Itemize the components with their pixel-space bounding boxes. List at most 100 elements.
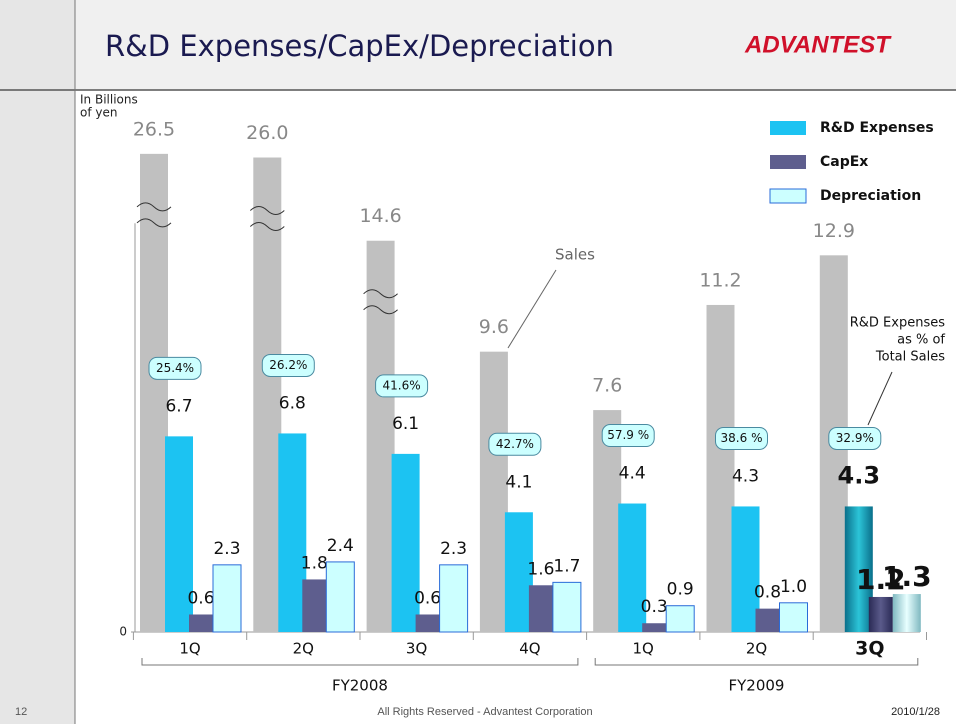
bar <box>844 506 873 632</box>
y-tick-label: 0 <box>119 625 127 639</box>
y-axis-label: In Billions <box>80 93 138 107</box>
ratio-annotation: as % of <box>897 333 945 348</box>
value-label: 26.5 <box>133 118 175 140</box>
bar <box>391 453 420 632</box>
header-band <box>75 0 956 90</box>
axis-break <box>363 289 398 299</box>
sales-annotation: Sales <box>555 246 595 264</box>
ratio-label: 25.4% <box>156 361 194 375</box>
value-label: 0.6 <box>187 588 214 608</box>
bar <box>439 564 469 633</box>
value-label: 6.8 <box>279 393 306 413</box>
x-tick-label: 1Q <box>179 640 200 658</box>
logo: ADVANTEST <box>744 31 892 58</box>
bar <box>642 623 667 632</box>
axis-break <box>136 202 172 212</box>
bar <box>302 579 327 632</box>
legend-label: Depreciation <box>820 188 921 204</box>
x-tick-label: 2Q <box>746 640 767 658</box>
bar <box>779 602 808 633</box>
annotation-line <box>507 269 557 349</box>
value-label: 6.7 <box>165 396 192 416</box>
value-label: 0.3 <box>641 597 668 617</box>
legend-label: CapEx <box>820 154 868 170</box>
value-label: 2.3 <box>213 539 240 559</box>
ratio-label: 26.2% <box>269 358 307 372</box>
value-label: 6.1 <box>392 414 419 434</box>
ratio-box <box>375 374 429 398</box>
x-tick-label: 3Q <box>406 640 427 658</box>
bar <box>593 410 622 632</box>
bar <box>140 153 168 632</box>
axis-break <box>249 222 285 231</box>
group-label: FY2008 <box>332 677 388 695</box>
y-axis-label: of yen <box>80 106 117 120</box>
ratio-annotation: Total Sales <box>875 350 945 365</box>
ratio-label: 57.9 % <box>607 428 649 442</box>
ratio-box <box>828 426 882 450</box>
value-label: 0.8 <box>754 583 781 603</box>
value-label: 1.0 <box>780 577 807 597</box>
ratio-box <box>148 356 202 380</box>
value-label: 2.3 <box>440 539 467 559</box>
bar <box>528 585 553 632</box>
side-band <box>0 0 75 724</box>
ratio-label: 42.7% <box>496 437 534 451</box>
axis-break <box>363 305 398 315</box>
ratio-annotation: R&D Expenses <box>850 316 945 331</box>
ratio-label: 38.6 % <box>721 431 763 445</box>
value-label: 1.3 <box>882 560 932 593</box>
bar <box>504 512 533 632</box>
value-label: 1.7 <box>553 556 580 576</box>
value-label: 7.6 <box>592 375 622 397</box>
bar <box>892 594 921 632</box>
bar <box>665 605 695 633</box>
value-label: 26.0 <box>246 122 288 144</box>
x-tick-label: 1Q <box>633 640 654 658</box>
group-bracket <box>594 658 919 666</box>
value-label: 9.6 <box>479 316 509 338</box>
bar <box>253 157 282 632</box>
legend-swatch <box>769 188 807 204</box>
value-label: 1.8 <box>301 553 328 573</box>
legend-label: R&D Expenses <box>820 120 934 136</box>
page-number: 12 <box>15 706 27 718</box>
legend-swatch <box>770 155 806 169</box>
slide-title: R&D Expenses/CapEx/Depreciation <box>105 29 614 63</box>
x-tick-label: 4Q <box>519 640 540 658</box>
value-label: 2.4 <box>327 536 354 556</box>
bar <box>165 436 193 632</box>
value-label: 1.6 <box>527 559 554 579</box>
axis-break <box>249 206 285 215</box>
bar <box>366 240 395 632</box>
annotation-line <box>867 371 893 426</box>
bar <box>325 561 355 633</box>
value-label: 11.2 <box>699 269 741 291</box>
ratio-box <box>601 424 655 448</box>
axis-break <box>136 218 172 228</box>
x-tick-label: 3Q <box>855 638 884 660</box>
bar <box>618 503 647 632</box>
x-tick-label: 2Q <box>293 640 314 658</box>
value-label: 1.2 <box>856 563 906 596</box>
ratio-box <box>488 432 542 456</box>
bar <box>868 596 893 632</box>
bar <box>552 581 582 633</box>
ratio-label: 41.6% <box>383 378 421 392</box>
bar <box>706 304 735 632</box>
value-label: 4.1 <box>505 472 532 492</box>
date: 2010/1/28 <box>891 706 940 718</box>
copyright: All Rights Reserved - Advantest Corporat… <box>377 706 592 718</box>
ratio-box <box>261 353 315 377</box>
legend-swatch <box>770 121 806 135</box>
bar <box>278 433 307 632</box>
ratio-label: 32.9% <box>836 431 874 445</box>
bar <box>479 351 508 632</box>
bar <box>731 506 760 632</box>
value-label: 0.6 <box>414 588 441 608</box>
value-label: 14.6 <box>359 205 401 227</box>
bar <box>189 614 213 632</box>
group-label: FY2009 <box>729 677 785 695</box>
bar <box>755 608 780 632</box>
